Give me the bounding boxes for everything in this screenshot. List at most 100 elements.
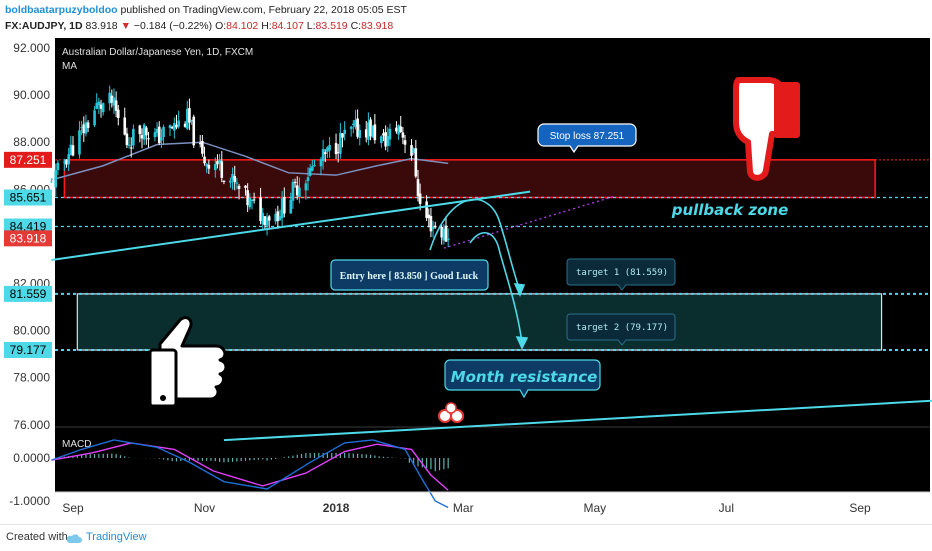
candle-body bbox=[328, 144, 331, 151]
candle-body bbox=[188, 108, 191, 123]
candle-body bbox=[97, 101, 101, 106]
target1-text: target 1 (81.559) bbox=[576, 268, 668, 278]
price-label-box bbox=[4, 341, 52, 358]
price-label: 84.419 bbox=[10, 220, 47, 234]
candle-body bbox=[280, 198, 284, 218]
y-tick-label: 76.000 bbox=[13, 418, 50, 432]
candle-body bbox=[276, 211, 280, 222]
author-link[interactable]: boldbaatarpuzyboldoo bbox=[5, 4, 118, 16]
chart-header: boldbaatarpuzyboldoo published on Tradin… bbox=[0, 0, 932, 38]
candle-body bbox=[259, 197, 262, 221]
candle-body bbox=[386, 136, 390, 146]
candle-body bbox=[433, 225, 437, 228]
stop-loss-callout[interactable]: Stop loss 87.251 bbox=[537, 123, 637, 154]
candle-body bbox=[56, 162, 60, 170]
candle-body bbox=[418, 193, 422, 204]
candle-body bbox=[354, 119, 357, 128]
candle-body bbox=[367, 122, 370, 140]
candle-body bbox=[341, 133, 344, 138]
price-chart[interactable]: Stop loss 87.251 pullback zone Entry her… bbox=[0, 38, 932, 524]
target1-callout[interactable]: target 1 (81.559) bbox=[566, 258, 676, 291]
candle-body bbox=[306, 177, 310, 181]
target-zone bbox=[76, 293, 883, 351]
candle-body bbox=[321, 148, 325, 162]
month-resistance-text: Month resistance bbox=[451, 368, 598, 386]
y-tick-label: 80.000 bbox=[13, 324, 50, 338]
y-tick-label: 78.000 bbox=[13, 371, 50, 385]
candle-body bbox=[412, 148, 415, 153]
candle-body bbox=[384, 132, 387, 147]
candle-body bbox=[265, 217, 269, 226]
trendline bbox=[51, 190, 531, 261]
publish-line: boldbaatarpuzyboldoo published on Tradin… bbox=[5, 4, 407, 16]
target2-callout[interactable]: target 2 (79.177) bbox=[566, 313, 676, 346]
candle-body bbox=[132, 128, 135, 146]
candle-body bbox=[175, 124, 178, 128]
candle-body bbox=[401, 132, 405, 138]
candle-body bbox=[84, 122, 88, 134]
price-label: 87.251 bbox=[10, 153, 47, 167]
event-marker-icon[interactable] bbox=[438, 402, 464, 423]
target2-text: target 2 (79.177) bbox=[576, 323, 668, 333]
candle-body bbox=[250, 199, 254, 202]
candle-body bbox=[147, 138, 150, 140]
candle-body bbox=[399, 126, 403, 133]
candle-body bbox=[427, 214, 431, 219]
candle-body bbox=[101, 103, 105, 113]
candle-body bbox=[69, 144, 73, 156]
candle-body bbox=[82, 124, 86, 134]
entry-callout[interactable]: Entry here [ 83.850 ] Good Luck bbox=[330, 259, 489, 291]
candle-body bbox=[201, 140, 204, 154]
candle-body bbox=[416, 179, 420, 196]
candle-body bbox=[364, 129, 368, 138]
x-tick-label: 2018 bbox=[323, 501, 350, 515]
candle-body bbox=[326, 147, 329, 152]
candle-body bbox=[371, 125, 375, 138]
candle-body bbox=[440, 226, 444, 238]
price-label-box bbox=[4, 285, 52, 302]
x-tick-label: Sep bbox=[849, 501, 871, 515]
macd-line bbox=[51, 439, 449, 509]
candle-body bbox=[168, 125, 172, 129]
candle-body bbox=[304, 183, 308, 191]
candle-body bbox=[67, 154, 70, 165]
candle-body bbox=[110, 95, 114, 103]
candle-body bbox=[231, 173, 234, 180]
thumbs-up-icon bbox=[148, 316, 228, 408]
candle-body bbox=[263, 216, 267, 226]
high-label: H: bbox=[261, 20, 272, 32]
candle-body bbox=[52, 179, 55, 187]
candle-body bbox=[157, 126, 161, 144]
tradingview-link[interactable]: TradingView bbox=[86, 531, 147, 543]
candle-body bbox=[252, 199, 256, 201]
y-tick-label: 88.000 bbox=[13, 135, 50, 149]
candle-body bbox=[99, 104, 103, 109]
price-label: 83.918 bbox=[10, 231, 47, 245]
macd-legend: MACD bbox=[62, 439, 91, 450]
candle-body bbox=[160, 137, 163, 141]
candle-body bbox=[142, 124, 146, 140]
candle-body bbox=[222, 180, 226, 182]
candle-body bbox=[382, 133, 385, 136]
candle-body bbox=[233, 175, 237, 183]
candle-body bbox=[54, 170, 58, 188]
candle-body bbox=[218, 159, 221, 164]
candle-body bbox=[95, 103, 99, 109]
candle-body bbox=[63, 161, 66, 163]
last-price: 83.918 bbox=[85, 20, 118, 32]
candle-body bbox=[246, 190, 249, 206]
chart-title: Australian Dollar/Japanese Yen, 1D, FXCM bbox=[62, 47, 253, 58]
close-label: C: bbox=[350, 20, 362, 32]
price-label: 79.177 bbox=[10, 343, 47, 357]
candle-body bbox=[237, 185, 241, 189]
y-tick-label: 92.000 bbox=[13, 41, 50, 55]
candle-body bbox=[235, 182, 239, 184]
candle-body bbox=[414, 148, 418, 177]
footer: Created with TradingView bbox=[0, 524, 932, 551]
month-resistance-callout[interactable]: Month resistance bbox=[444, 359, 601, 399]
candle-body bbox=[140, 135, 144, 139]
candle-body bbox=[293, 181, 297, 183]
trendline bbox=[223, 399, 932, 442]
candle-body bbox=[138, 125, 142, 135]
candle-body bbox=[334, 143, 338, 155]
